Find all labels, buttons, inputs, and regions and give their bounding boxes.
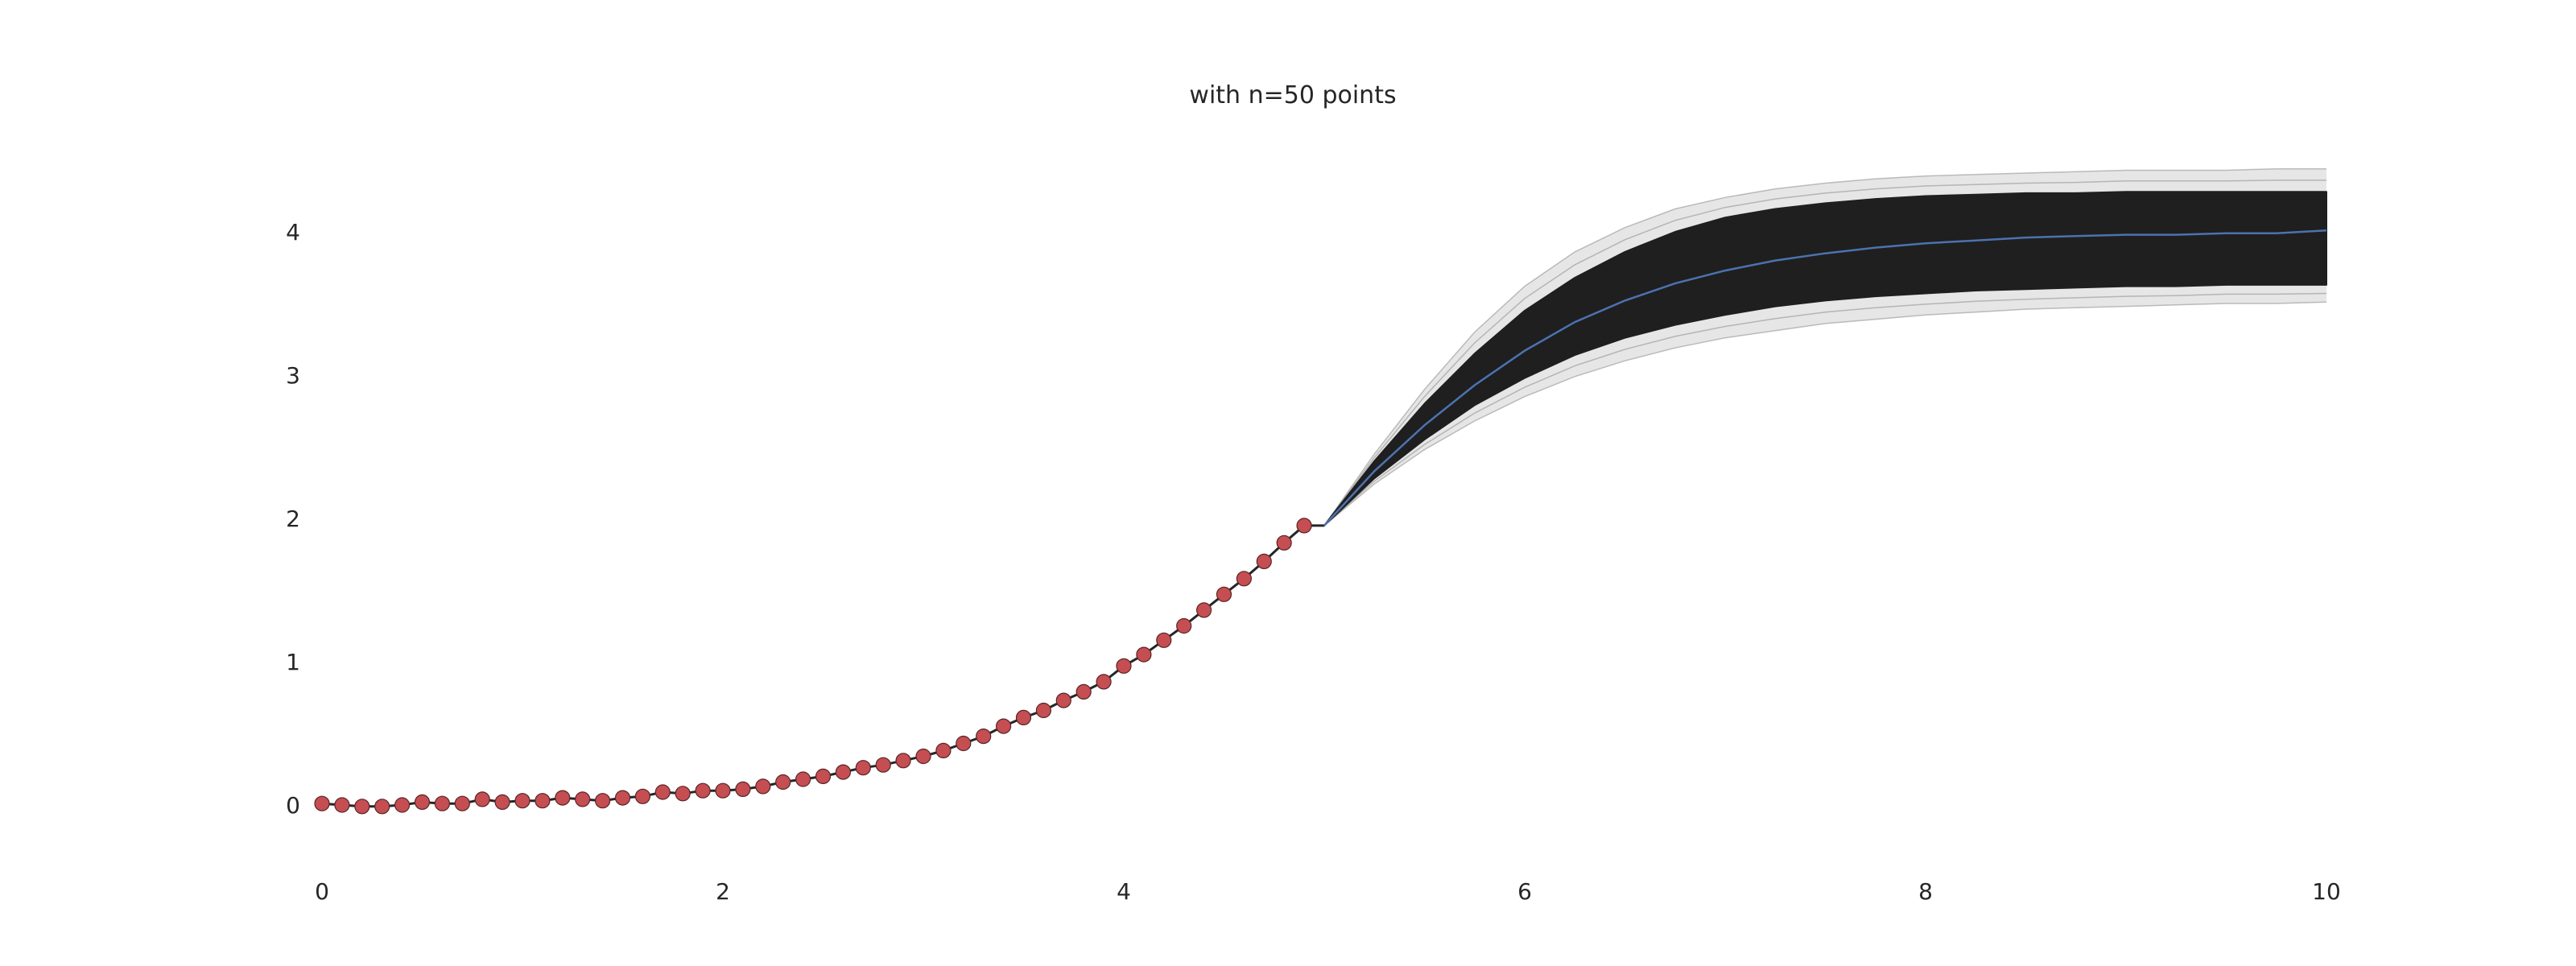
observed-point (775, 774, 791, 791)
observed-point (1276, 535, 1292, 551)
observed-point (995, 718, 1012, 734)
observed-point (394, 797, 411, 813)
x-tick-label: 6 (1517, 878, 1532, 905)
observed-point (855, 760, 871, 776)
forecast-band (1323, 191, 2327, 526)
observed-point (715, 782, 731, 799)
observed-point (514, 793, 530, 809)
observed-point (614, 790, 631, 806)
observed-point (535, 793, 551, 809)
observed-point (1156, 632, 1172, 648)
observed-point (835, 764, 852, 780)
chart-title: with n=50 points (1189, 81, 1396, 109)
y-axis: 0 1 2 3 4 (286, 219, 300, 819)
observed-point (494, 794, 510, 811)
observed-point (1195, 602, 1212, 618)
observed-point (795, 771, 811, 787)
observed-point (594, 793, 611, 809)
observed-point (474, 791, 490, 807)
forecast-sample-line-2 (1323, 180, 2326, 526)
observed-point (875, 757, 891, 773)
observed-point (434, 795, 451, 811)
observed-point (555, 790, 571, 806)
x-tick-label: 8 (1918, 878, 1933, 905)
observed-point (976, 728, 992, 745)
observed-point (334, 797, 350, 813)
observed-point (354, 799, 370, 815)
observed-point (1035, 702, 1052, 719)
observed-point (1055, 692, 1071, 708)
observed-point (956, 735, 972, 752)
observed-point (735, 781, 751, 798)
observed-point (314, 795, 330, 811)
forecast-sample-line-0 (1323, 167, 2326, 526)
observed-point (654, 784, 671, 800)
observed-point (1075, 683, 1092, 700)
observed-point (675, 786, 691, 802)
observed-point (634, 788, 651, 804)
y-tick-label: 1 (286, 649, 300, 675)
x-tick-label: 0 (315, 878, 329, 905)
observed-point (454, 795, 470, 811)
observed-point (895, 753, 911, 769)
observed-point (1236, 571, 1253, 587)
observed-point (1256, 553, 1272, 570)
forecast-band-layer (1323, 167, 2327, 526)
forecast-sample-line-1 (1323, 301, 2327, 526)
forecast-mean-line (1323, 229, 2327, 526)
y-tick-label: 0 (286, 792, 300, 819)
y-tick-label: 4 (286, 219, 300, 246)
x-tick-label: 10 (2312, 878, 2341, 905)
y-tick-label: 2 (286, 506, 300, 532)
x-tick-label: 2 (716, 878, 730, 905)
observed-point (695, 782, 711, 799)
observed-point (1096, 674, 1112, 690)
observed-points-layer (314, 518, 1312, 815)
observed-point (1216, 586, 1232, 602)
observed-point (755, 778, 771, 795)
observed-point (915, 748, 931, 765)
observed-point (414, 794, 431, 811)
observed-point (575, 791, 591, 807)
observed-point (1136, 646, 1152, 663)
observed-point (1296, 518, 1312, 534)
y-tick-label: 3 (286, 362, 300, 389)
observed-point (1176, 617, 1192, 634)
forecast-sample-line-3 (1323, 292, 2327, 526)
observed-point (1116, 658, 1132, 674)
x-tick-label: 4 (1117, 878, 1131, 905)
observed-point (374, 799, 390, 815)
observed-point (815, 768, 832, 785)
observed-point (1015, 709, 1032, 726)
observed-point (935, 742, 952, 759)
x-axis: 0 2 4 6 8 10 (315, 878, 2341, 905)
